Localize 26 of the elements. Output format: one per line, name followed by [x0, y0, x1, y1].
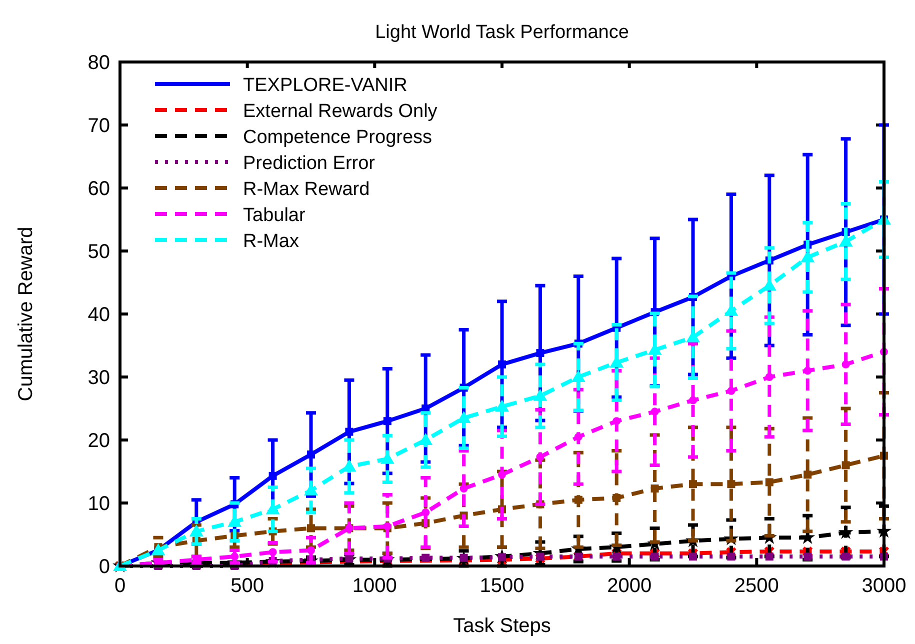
legend-label: TEXPLORE-VANIR — [243, 75, 408, 96]
y-tick-label: 40 — [88, 304, 110, 326]
x-tick-label: 500 — [230, 575, 264, 597]
x-tick-label: 2500 — [734, 575, 779, 597]
y-tick-label: 0 — [98, 556, 110, 578]
y-tick-label: 60 — [88, 178, 110, 200]
x-tick-label: 1000 — [352, 575, 397, 597]
y-tick-label: 20 — [88, 430, 110, 452]
y-axis-title: Cumulative Reward — [15, 226, 37, 402]
legend-label: Competence Progress — [243, 127, 432, 148]
x-tick-label: 1500 — [480, 575, 524, 597]
y-tick-label: 50 — [88, 241, 110, 263]
x-tick-label: 3000 — [862, 575, 906, 597]
y-tick-label: 10 — [88, 493, 110, 515]
y-tick-label: 80 — [88, 52, 110, 74]
legend-label: Prediction Error — [243, 153, 376, 174]
y-tick-label: 30 — [88, 367, 110, 389]
chart-title: Light World Task Performance — [375, 22, 629, 43]
x-tick-label: 0 — [114, 575, 126, 597]
legend-label: R-Max — [243, 231, 300, 252]
x-tick-label: 2000 — [607, 575, 652, 597]
legend-label: R-Max Reward — [243, 179, 370, 200]
y-tick-label: 70 — [88, 115, 110, 137]
legend-label: Tabular — [243, 205, 306, 226]
x-axis-title: Task Steps — [453, 615, 551, 637]
legend-label: External Rewards Only — [243, 101, 438, 122]
